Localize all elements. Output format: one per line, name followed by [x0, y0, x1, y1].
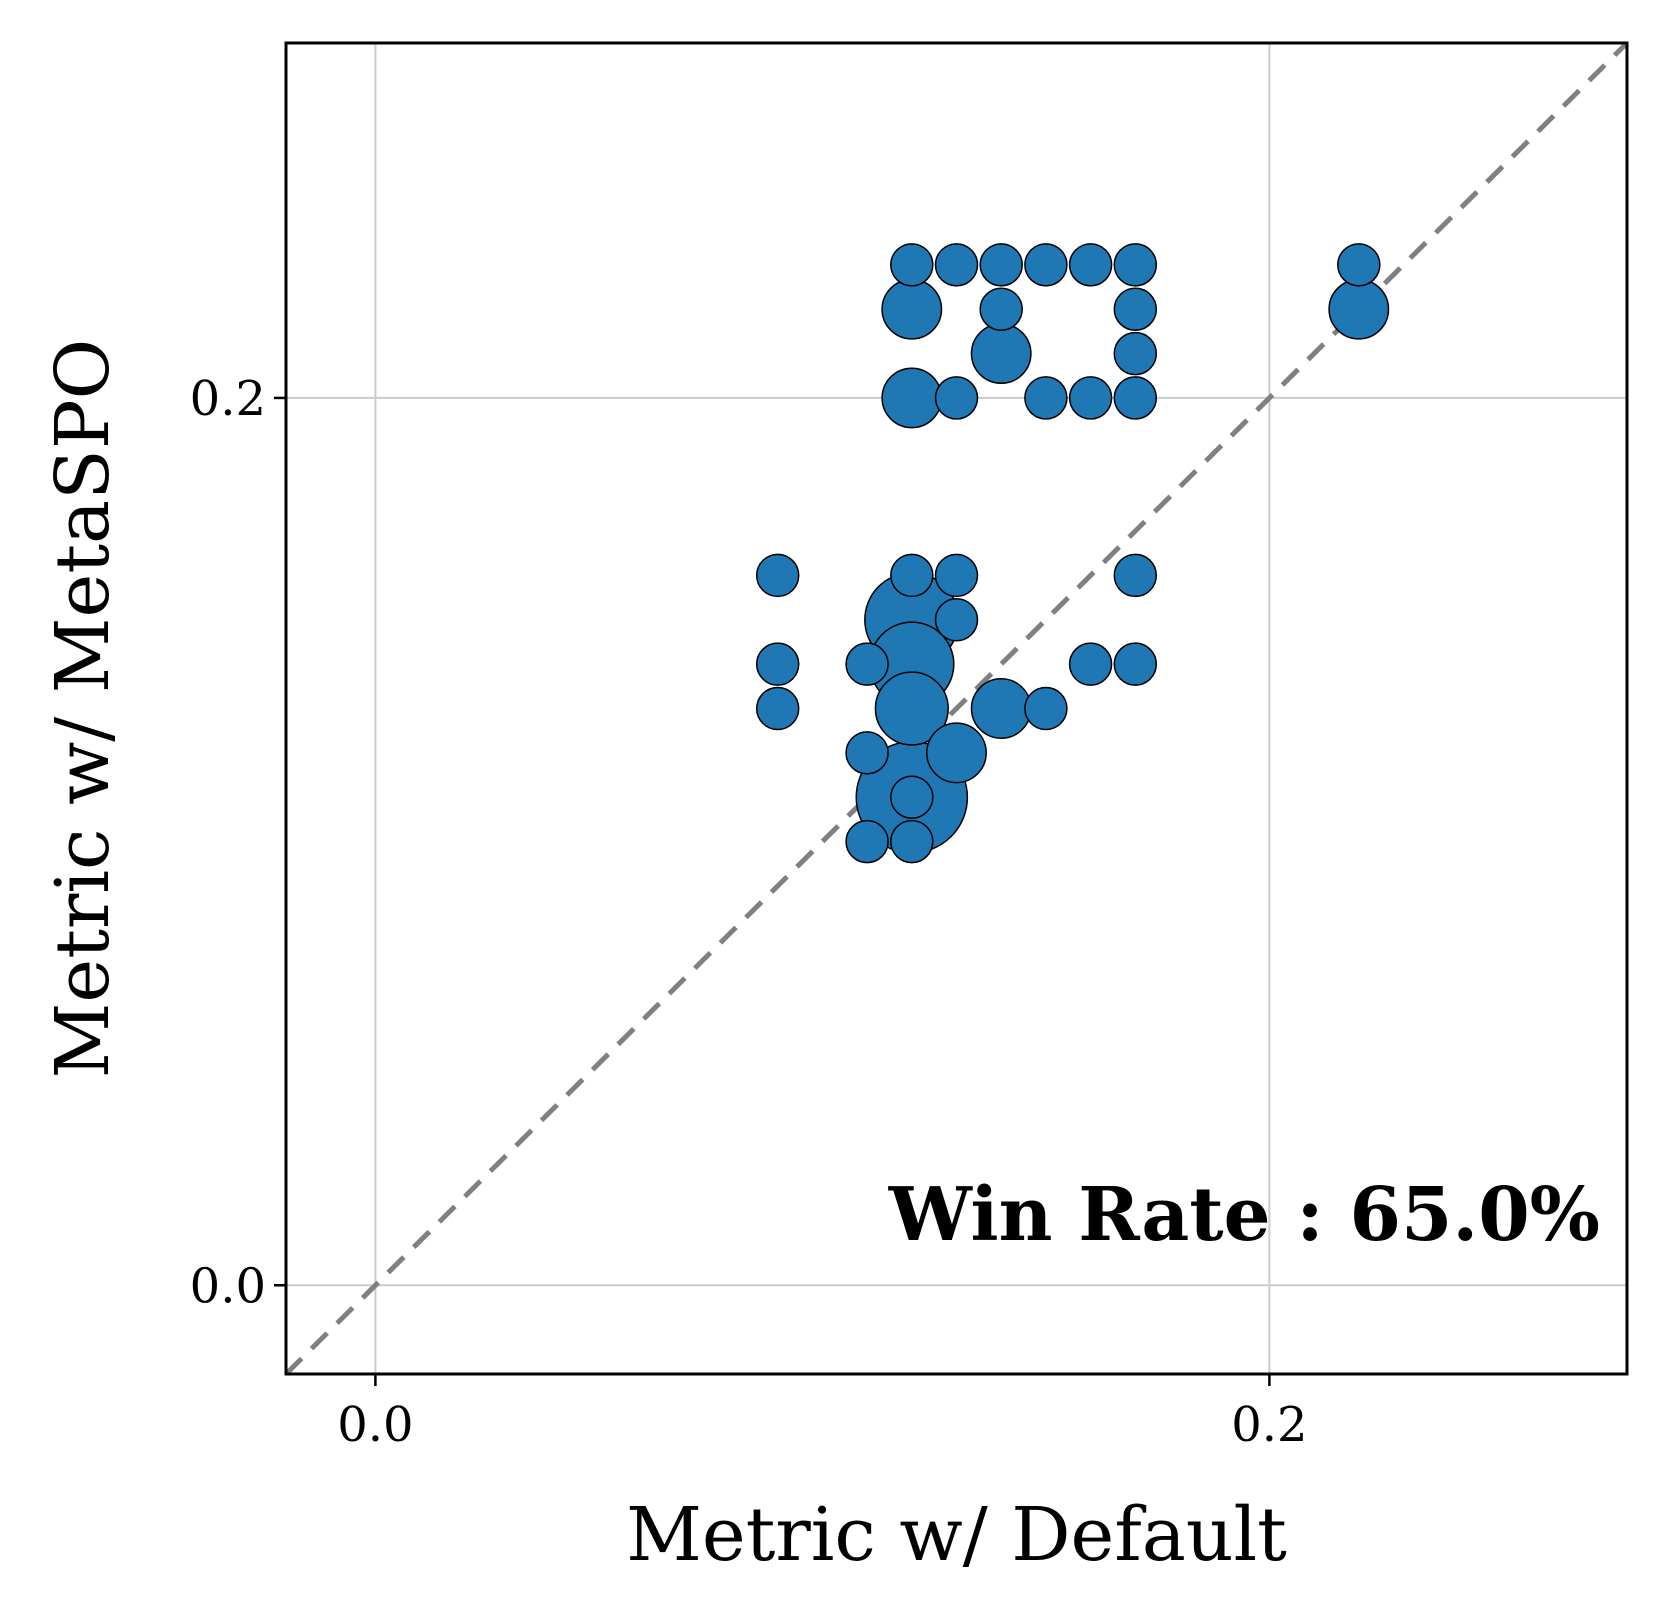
data-point — [1024, 376, 1068, 420]
x-tick-label: 0.0 — [337, 1397, 413, 1453]
plot-frame — [284, 41, 1629, 1376]
data-point — [874, 671, 949, 746]
reference-diagonal-line — [284, 41, 1629, 1376]
data-point — [845, 819, 889, 864]
data-point — [979, 287, 1023, 331]
data-point — [890, 819, 934, 864]
data-point — [979, 243, 1023, 287]
data-point — [890, 243, 934, 287]
data-point — [1113, 287, 1158, 331]
data-point — [881, 278, 943, 340]
data-point — [890, 553, 934, 598]
axis-ticks: 0.0 0.2 0.0 0.2 — [190, 371, 1308, 1453]
y-tick-label: 0.0 — [190, 1258, 266, 1314]
x-axis-label: Metric w/ Default — [626, 1492, 1287, 1578]
data-point — [1024, 686, 1068, 731]
y-axis-label: Metric w/ MetaSPO — [40, 339, 126, 1079]
data-point — [1024, 243, 1068, 287]
data-point — [1068, 642, 1113, 686]
data-point — [890, 775, 934, 819]
data-point — [970, 678, 1032, 739]
data-point — [934, 553, 979, 598]
data-point — [970, 323, 1032, 385]
data-point — [1337, 243, 1381, 287]
data-point — [845, 642, 889, 686]
data-point — [1068, 376, 1113, 420]
data-point — [1113, 642, 1158, 686]
data-point — [934, 376, 979, 420]
win-rate-annotation: Win Rate : 65.0% — [888, 1172, 1600, 1258]
y-tick-label: 0.2 — [190, 371, 266, 427]
data-point — [1113, 376, 1158, 420]
data-point — [926, 722, 987, 784]
data-point — [881, 367, 943, 429]
data-point — [934, 243, 979, 287]
data-point — [755, 553, 800, 598]
data-points — [755, 243, 1390, 864]
x-tick-label: 0.2 — [1231, 1397, 1307, 1453]
data-point — [1068, 243, 1113, 287]
data-point — [934, 598, 979, 642]
data-point — [1113, 553, 1158, 598]
data-point — [845, 731, 889, 775]
data-point — [1113, 243, 1158, 287]
data-point — [1328, 278, 1390, 340]
data-point — [755, 642, 800, 686]
data-point — [1113, 331, 1158, 376]
data-point — [755, 686, 800, 731]
